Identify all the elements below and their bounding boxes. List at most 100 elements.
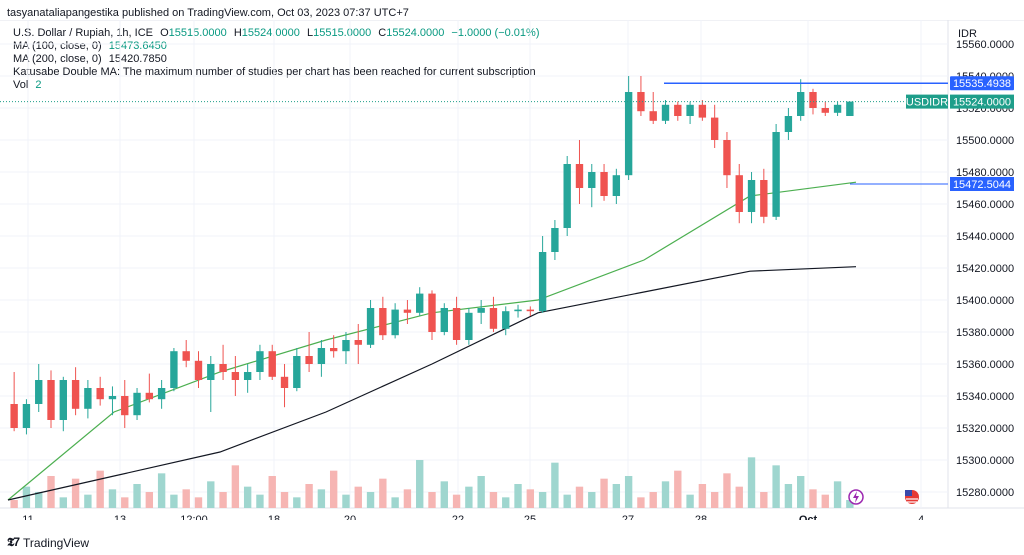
symbol-tag-text: USDIDR bbox=[906, 97, 948, 109]
volume-bar bbox=[588, 492, 596, 508]
candle-down bbox=[121, 396, 129, 416]
volume-bar bbox=[489, 492, 498, 508]
volume-bar bbox=[10, 500, 18, 508]
price-tick-label: 15420.0000 bbox=[956, 263, 1014, 275]
volume-bar bbox=[452, 494, 461, 508]
candle-down bbox=[231, 372, 240, 380]
last-price-tag bbox=[950, 94, 1014, 109]
volume-bar bbox=[182, 489, 190, 508]
volume-bar bbox=[305, 484, 313, 508]
volume-bar bbox=[624, 476, 633, 508]
price-chart[interactable]: 15280.0000 15300.0000 15320.0000 15340.0000… bbox=[0, 20, 1024, 520]
candle-up bbox=[551, 228, 559, 252]
volume-bar bbox=[440, 481, 448, 508]
candle-down bbox=[649, 111, 657, 121]
volume-bar bbox=[342, 494, 350, 508]
volume-bar bbox=[121, 497, 129, 508]
time-tick-label: 27 bbox=[622, 514, 634, 520]
candle-down bbox=[145, 392, 154, 400]
close-value: 15524.0000 bbox=[386, 27, 445, 39]
legend-ma100-row[interactable]: MA (100, close, 0) 15473.6450 bbox=[13, 40, 540, 53]
volume-bar bbox=[551, 462, 559, 508]
close-label: C bbox=[378, 27, 387, 39]
candle-up bbox=[342, 340, 350, 352]
candle-up bbox=[846, 101, 854, 116]
symbol-tag bbox=[906, 94, 948, 109]
candle-down bbox=[821, 108, 829, 113]
volume-bar bbox=[686, 494, 694, 508]
candle-up bbox=[477, 308, 485, 313]
volume-bar bbox=[170, 494, 178, 508]
volume-bar bbox=[772, 465, 780, 508]
volume-bar bbox=[575, 486, 584, 508]
volume-bar bbox=[329, 470, 338, 508]
lightning-icon-glyph bbox=[853, 491, 859, 503]
volume-bar bbox=[465, 486, 473, 508]
volume-bar bbox=[784, 484, 793, 508]
candle-up bbox=[22, 404, 31, 428]
candle-up bbox=[563, 164, 571, 228]
volume-bar bbox=[317, 489, 326, 508]
volume-bar bbox=[47, 476, 55, 508]
horizontal-line-tag bbox=[950, 76, 1014, 91]
candle-up bbox=[784, 116, 793, 132]
legend-ma200-row[interactable]: MA (200, close, 0) 15420.7850 bbox=[13, 53, 540, 66]
volume-bar bbox=[280, 492, 289, 508]
candle-up bbox=[84, 388, 92, 409]
volume-bar bbox=[821, 494, 829, 508]
candle-up bbox=[686, 104, 694, 116]
open-value: 15515.0000 bbox=[168, 27, 227, 39]
candle-up bbox=[465, 312, 473, 340]
volume-bar bbox=[293, 497, 301, 508]
volume-bar bbox=[243, 486, 252, 508]
ma100-value: 15473.6450 bbox=[108, 40, 167, 52]
event-icons bbox=[848, 489, 919, 505]
time-axis[interactable]: 11 13 12:00 18 20 22 25 27 28 Oct 4 bbox=[22, 514, 924, 520]
high-label: H bbox=[233, 27, 242, 39]
candle-up bbox=[833, 104, 842, 113]
volume-bar bbox=[649, 492, 657, 508]
candle-down bbox=[637, 92, 645, 112]
candle-up bbox=[661, 104, 670, 121]
footer: 𝕿7 TradingView bbox=[7, 535, 89, 550]
candle-down bbox=[71, 380, 80, 409]
volume-bar bbox=[219, 492, 227, 508]
axis-currency-label[interactable]: IDR bbox=[958, 28, 977, 40]
candle-down bbox=[600, 172, 608, 196]
candle-down bbox=[674, 104, 682, 116]
volume-bar bbox=[538, 492, 547, 508]
low-label: L bbox=[306, 27, 314, 39]
candle-down bbox=[280, 376, 289, 388]
volume-bar bbox=[612, 484, 621, 508]
candle-down bbox=[698, 104, 707, 118]
volume-bar bbox=[133, 484, 141, 508]
volume-bar bbox=[698, 484, 707, 508]
candle-down bbox=[379, 308, 387, 336]
symbol-name[interactable]: U.S. Dollar / Rupiah, 1h, ICE bbox=[13, 27, 154, 39]
candle-down bbox=[809, 92, 817, 108]
candle-up bbox=[256, 351, 264, 372]
time-tick-label: 20 bbox=[344, 514, 356, 520]
volume-bar bbox=[268, 476, 276, 508]
ma200-value: 15420.7850 bbox=[108, 53, 167, 65]
time-tick-label: 12:00 bbox=[180, 514, 208, 520]
volume-bar bbox=[735, 486, 743, 508]
volume-bar bbox=[477, 476, 485, 508]
candle-down bbox=[194, 360, 203, 380]
legend-volume-row[interactable]: Vol 2 bbox=[13, 79, 540, 92]
volume-bar bbox=[354, 486, 362, 508]
volume-bar bbox=[391, 497, 399, 508]
candle-up bbox=[588, 172, 596, 188]
brand-name[interactable]: TradingView bbox=[23, 535, 90, 550]
time-tick-label: 28 bbox=[695, 514, 707, 520]
ma-marker-tag bbox=[950, 176, 1014, 191]
price-tick-label: 15500.0000 bbox=[956, 135, 1014, 147]
candle-down bbox=[489, 308, 498, 329]
volume-bar bbox=[502, 497, 510, 508]
volume-bar bbox=[207, 481, 215, 508]
candle-up bbox=[366, 308, 375, 345]
volume-bar bbox=[846, 500, 854, 508]
candle-up bbox=[747, 180, 756, 212]
volume-bar bbox=[600, 478, 608, 508]
tradingview-logo-icon[interactable]: 𝕿7 bbox=[7, 535, 20, 549]
